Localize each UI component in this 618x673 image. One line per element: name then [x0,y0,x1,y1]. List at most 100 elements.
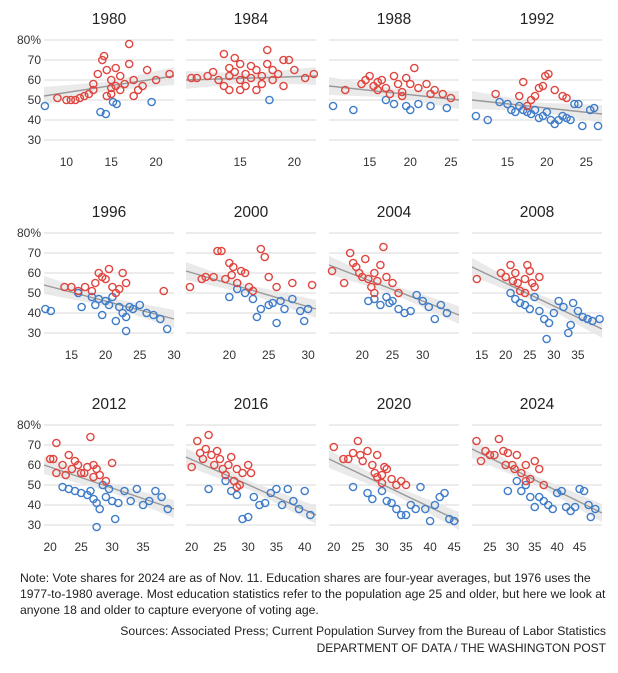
data-point-blue [445,514,454,524]
data-point-red [446,93,456,103]
data-point-blue [96,107,105,117]
data-point-red [89,79,98,89]
data-point-blue [306,510,315,520]
data-point-blue [542,107,552,117]
data-point-red [241,81,250,91]
data-point-blue [511,107,520,117]
data-point-red [370,288,379,298]
data-point-red [102,65,112,75]
data-point-red [388,278,397,288]
data-point-red [490,450,499,460]
data-point-red [227,270,236,280]
data-point-blue [584,500,593,510]
data-point-red [209,460,219,470]
data-point-red [235,85,245,95]
y-tick-label: 70 [28,438,42,452]
data-point-blue [535,306,544,316]
data-point-red [380,462,389,472]
data-point-red [124,39,134,49]
x-tick-label: 25 [213,540,227,554]
x-tick-label: 30 [375,540,389,554]
data-point-blue [121,326,131,336]
data-point-red [230,67,240,77]
sources-line: Sources: Associated Press; Current Popul… [120,624,606,638]
panel-title: 2020 [377,396,412,413]
data-point-red [544,69,553,79]
x-tick-label: 35 [399,540,413,554]
y-tick-label: 70 [28,246,42,260]
data-point-red [91,278,100,288]
trend-line [471,266,603,330]
data-point-red [213,246,222,256]
x-tick-label: 25 [483,540,497,554]
panel-title: 1992 [520,11,554,28]
data-point-red [491,89,500,99]
data-point-red [75,93,85,103]
data-point-blue [204,484,213,494]
data-point-blue [280,304,289,314]
data-point-red [268,75,277,85]
data-point-blue [579,486,589,496]
data-point-red [230,53,240,63]
data-point-red [99,51,109,61]
data-point-blue [503,99,512,109]
panel-1980: 1980 30 40 50 60 70 80% 10 15 20 [17,11,175,169]
y-tick-label: 60 [28,458,42,472]
data-point-red [232,278,242,288]
data-point-red [238,468,247,478]
data-point-red [377,470,387,480]
panel-2012: 2012 30 40 50 60 70 80% 20 25 30 35 [17,396,175,554]
x-tick-label: 20 [540,155,554,169]
data-point-red [401,480,411,490]
data-point-red [530,282,539,292]
data-point-blue [525,304,535,314]
data-point-red [290,65,299,75]
data-point-red [340,85,350,95]
data-point-red [348,448,358,458]
data-point-blue [272,318,281,328]
y-tick-label: 50 [28,93,42,107]
data-point-blue [363,488,372,498]
panel-title: 1980 [92,11,127,28]
panel-1992: 1992 15 20 25 [471,11,603,169]
data-point-red [515,286,525,296]
data-point-blue [113,498,123,508]
y-tick-label: 60 [28,266,42,280]
data-point-blue [112,99,121,109]
data-point-blue [256,304,266,314]
data-point-blue [240,288,250,298]
data-point-blue [46,306,56,316]
data-point-red [225,85,234,95]
panel-title: 1988 [377,11,411,28]
data-point-blue [221,476,230,486]
y-tick-label: 80% [17,33,41,47]
data-point-blue [511,294,520,304]
data-point-blue [521,480,531,490]
data-point-red [246,73,256,83]
data-point-blue [566,115,575,125]
data-point-blue [147,97,156,107]
data-point-blue [442,308,452,318]
data-point-red [538,81,548,91]
data-point-red [397,87,407,97]
panel-title: 2004 [377,204,412,221]
data-point-red [62,95,71,105]
data-point-blue [128,304,138,314]
data-point-red [257,79,267,89]
data-point-red [506,260,515,270]
x-tick-label: 15 [105,155,119,169]
data-point-red [364,274,373,284]
data-point-red [118,268,127,278]
data-point-blue [151,486,160,496]
data-point-red [248,286,258,296]
data-point-blue [425,516,435,526]
x-tick-label: 30 [167,348,181,362]
data-point-red [80,282,90,292]
data-point-red [550,85,560,95]
data-point-red [377,75,387,85]
data-point-blue [132,484,142,494]
panel-title: 1984 [234,11,269,28]
data-point-blue [300,486,309,496]
data-point-red [80,91,89,101]
data-point-blue [578,121,587,131]
